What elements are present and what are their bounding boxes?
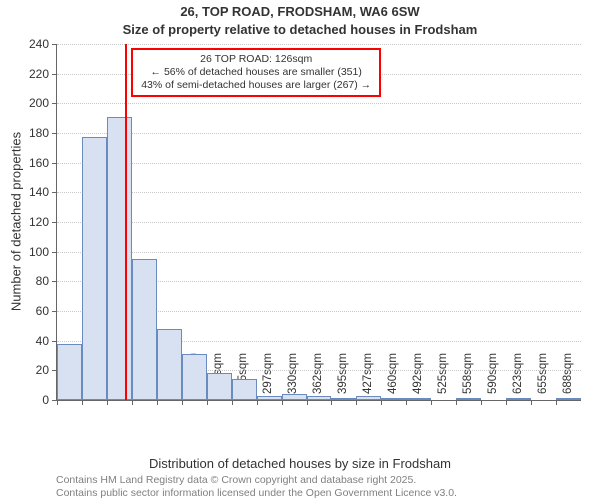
gridline: [57, 192, 581, 193]
gridline: [57, 163, 581, 164]
x-tick-mark: [406, 400, 407, 405]
histogram-bar: [331, 398, 356, 400]
property-marker-line: [125, 44, 127, 400]
x-tick-mark: [57, 400, 58, 405]
x-tick-label: 623sqm: [512, 353, 524, 400]
gridline: [57, 133, 581, 134]
y-tick-label: 240: [29, 37, 49, 51]
x-tick-label: 330sqm: [287, 353, 299, 400]
histogram-bar: [57, 344, 82, 400]
x-tick-mark: [556, 400, 557, 405]
x-tick-mark: [157, 400, 158, 405]
histogram-bar: [232, 379, 257, 400]
x-tick-label: 525sqm: [437, 353, 449, 400]
plot-area: 26 TOP ROAD: 126sqm ← 56% of detached ho…: [56, 44, 581, 401]
x-tick-mark: [431, 400, 432, 405]
annotation-line-2: ← 56% of detached houses are smaller (35…: [141, 66, 371, 79]
histogram-bar: [381, 398, 406, 400]
y-tick-label: 80: [36, 274, 49, 288]
histogram-bar: [182, 354, 207, 400]
y-tick-label: 40: [36, 334, 49, 348]
x-tick-mark: [356, 400, 357, 405]
histogram-bar: [456, 398, 481, 400]
x-tick-label: 427sqm: [362, 353, 374, 400]
x-tick-mark: [381, 400, 382, 405]
x-tick-mark: [531, 400, 532, 405]
x-tick-label: 460sqm: [387, 353, 399, 400]
histogram-bar: [506, 398, 531, 400]
annotation-line-1: 26 TOP ROAD: 126sqm: [141, 53, 371, 66]
y-tick-label: 120: [29, 215, 49, 229]
gridline: [57, 252, 581, 253]
x-tick-mark: [207, 400, 208, 405]
x-tick-mark: [331, 400, 332, 405]
histogram-bar: [257, 396, 282, 400]
chart-container: 26, TOP ROAD, FRODSHAM, WA6 6SW Size of …: [0, 0, 600, 500]
x-tick-mark: [307, 400, 308, 405]
y-tick-label: 100: [29, 245, 49, 259]
x-tick-mark: [282, 400, 283, 405]
y-tick-label: 20: [36, 363, 49, 377]
x-tick-label: 558sqm: [462, 353, 474, 400]
chart-title-sub: Size of property relative to detached ho…: [0, 22, 600, 37]
histogram-bar: [282, 394, 307, 400]
x-tick-mark: [456, 400, 457, 405]
histogram-bar: [132, 259, 157, 400]
footer-line-1: Contains HM Land Registry data © Crown c…: [56, 474, 457, 487]
x-tick-mark: [182, 400, 183, 405]
y-tick-label: 220: [29, 67, 49, 81]
histogram-bar: [406, 398, 431, 400]
histogram-bar: [307, 396, 332, 400]
histogram-bar: [556, 398, 581, 400]
x-tick-mark: [506, 400, 507, 405]
x-tick-label: 590sqm: [487, 353, 499, 400]
y-tick-label: 160: [29, 156, 49, 170]
x-tick-label: 492sqm: [412, 353, 424, 400]
y-tick-label: 60: [36, 304, 49, 318]
x-tick-label: 297sqm: [262, 353, 274, 400]
y-tick-label: 200: [29, 96, 49, 110]
y-tick-label: 180: [29, 126, 49, 140]
x-axis-label: Distribution of detached houses by size …: [0, 456, 600, 471]
x-tick-mark: [132, 400, 133, 405]
y-tick-label: 0: [42, 393, 49, 407]
x-tick-label: 362sqm: [312, 353, 324, 400]
chart-title-main: 26, TOP ROAD, FRODSHAM, WA6 6SW: [0, 4, 600, 19]
x-tick-mark: [82, 400, 83, 405]
x-tick-label: 395sqm: [337, 353, 349, 400]
y-tick-label: 140: [29, 185, 49, 199]
x-tick-mark: [107, 400, 108, 405]
gridline: [57, 44, 581, 45]
annotation-box: 26 TOP ROAD: 126sqm ← 56% of detached ho…: [131, 48, 381, 97]
x-tick-mark: [257, 400, 258, 405]
y-axis-label: Number of detached properties: [9, 122, 24, 322]
x-tick-label: 655sqm: [537, 353, 549, 400]
histogram-bar: [157, 329, 182, 400]
footer-attribution: Contains HM Land Registry data © Crown c…: [56, 474, 457, 500]
gridline: [57, 103, 581, 104]
x-tick-mark: [481, 400, 482, 405]
histogram-bar: [207, 373, 232, 400]
histogram-bar: [356, 396, 381, 400]
footer-line-2: Contains public sector information licen…: [56, 487, 457, 500]
annotation-line-3: 43% of semi-detached houses are larger (…: [141, 79, 371, 92]
histogram-bar: [107, 117, 132, 400]
gridline: [57, 222, 581, 223]
histogram-bar: [82, 137, 107, 400]
x-tick-label: 688sqm: [562, 353, 574, 400]
x-tick-mark: [232, 400, 233, 405]
